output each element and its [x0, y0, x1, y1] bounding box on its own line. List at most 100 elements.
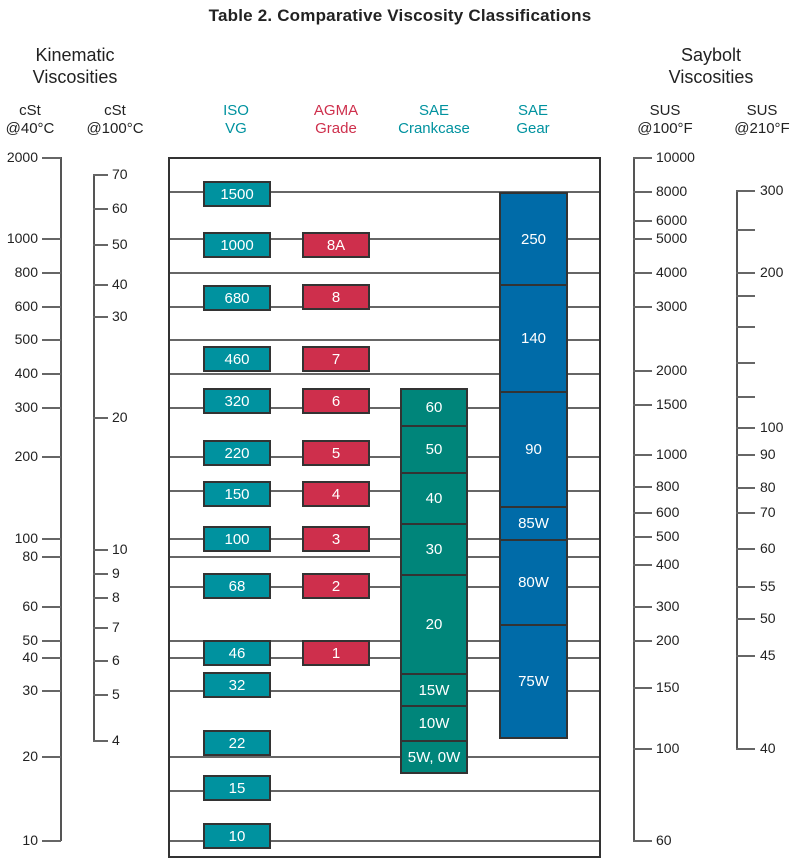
iso-vg-box: 68 [203, 573, 271, 599]
cst40-tick [42, 272, 61, 274]
sae-gear-box: 85W [499, 506, 568, 541]
grid-line [168, 456, 601, 458]
cst40-tick-label: 500 [14, 331, 38, 347]
grid-line [168, 790, 601, 792]
sus100-tick [633, 640, 652, 642]
sus100-tick [633, 220, 652, 222]
sus100-tick [633, 191, 652, 193]
sus210-tick [736, 272, 755, 274]
agma-grade-box: 8A [302, 232, 370, 258]
sus100-tick [633, 454, 652, 456]
cst40-tick-label: 300 [14, 399, 38, 415]
sus100-axis-line [633, 157, 635, 841]
cst40-tick [42, 339, 61, 341]
grid-line [168, 840, 601, 842]
sus210-tick-label: 90 [760, 446, 776, 462]
sus210-tick-label: 45 [760, 647, 776, 663]
sus210-tick-label: 300 [760, 182, 784, 198]
iso-header: ISO VG [223, 102, 249, 137]
sus100-tick [633, 370, 652, 372]
sus210-header: SUS @210°F [734, 102, 790, 137]
agma-grade-box: 6 [302, 388, 370, 414]
cst100-tick [93, 174, 108, 176]
grid-line [168, 238, 601, 240]
cst100-tick-label: 60 [112, 200, 128, 216]
cst100-tick [93, 597, 108, 599]
iso-vg-box: 32 [203, 672, 271, 698]
sus210-tick [736, 454, 755, 456]
cst40-tick-label: 60 [22, 598, 38, 614]
cst100-tick-label: 70 [112, 166, 128, 182]
cst40-tick-label: 80 [22, 548, 38, 564]
iso-vg-box: 1500 [203, 181, 271, 207]
sus210-tick [736, 618, 755, 620]
sus210-tick-label: 100 [760, 419, 784, 435]
grid-line [168, 490, 601, 492]
cst40-tick [42, 756, 61, 758]
cst100-tick-label: 50 [112, 236, 128, 252]
sus210-tick [736, 748, 755, 750]
cst40-tick-label: 600 [14, 298, 38, 314]
cst40-tick-label: 30 [22, 682, 38, 698]
sus100-tick [633, 512, 652, 514]
sus100-tick-label: 60 [656, 832, 672, 848]
sus100-header: SUS @100°F [637, 102, 693, 137]
sus100-tick [633, 272, 652, 274]
cst100-tick-label: 9 [112, 565, 120, 581]
sus100-tick-label: 5000 [656, 230, 688, 246]
sus100-tick-label: 200 [656, 632, 680, 648]
cst100-tick [93, 573, 108, 575]
sae-crankcase-box: 20 [400, 574, 468, 675]
sus210-tick [736, 229, 755, 231]
cst100-tick [93, 549, 108, 551]
cst100-tick [93, 740, 108, 742]
sus100-tick [633, 564, 652, 566]
iso-vg-box: 46 [203, 640, 271, 666]
sus100-tick [633, 748, 652, 750]
sus210-tick-label: 70 [760, 504, 776, 520]
cst40-tick [42, 556, 61, 558]
cst40-tick-label: 50 [22, 632, 38, 648]
cst100-tick-label: 4 [112, 732, 120, 748]
grid-line [168, 538, 601, 540]
saybolt-header: Saybolt Viscosities [668, 45, 754, 87]
sus210-tick-label: 60 [760, 540, 776, 556]
sus100-tick [633, 306, 652, 308]
sus100-tick [633, 404, 652, 406]
sae-crankcase-box: 15W [400, 673, 468, 707]
iso-vg-box: 220 [203, 440, 271, 466]
agma-header: AGMA Grade [313, 102, 359, 137]
sae-gear-box: 250 [499, 192, 568, 286]
grid-line [168, 191, 601, 193]
sae-crankcase-box: 30 [400, 523, 468, 576]
sus100-tick [633, 486, 652, 488]
diagram-title: Table 2. Comparative Viscosity Classific… [208, 6, 592, 25]
sus210-tick [736, 548, 755, 550]
sus100-tick-label: 150 [656, 679, 680, 695]
sus100-tick-label: 3000 [656, 298, 688, 314]
sus210-tick [736, 362, 755, 364]
sae-gear-box: 90 [499, 391, 568, 508]
sae-gear-header: SAE Gear [516, 102, 550, 137]
sus210-tick [736, 326, 755, 328]
iso-vg-box: 1000 [203, 232, 271, 258]
cst100-tick [93, 627, 108, 629]
sus100-tick [633, 536, 652, 538]
cst100-tick [93, 284, 108, 286]
grid-line [168, 373, 601, 375]
sus210-tick-label: 80 [760, 479, 776, 495]
grid-line [168, 407, 601, 409]
iso-vg-box: 15 [203, 775, 271, 801]
cst40-tick-label: 1000 [6, 230, 38, 246]
sus100-tick [633, 157, 652, 159]
sus210-tick-label: 50 [760, 610, 776, 626]
sus210-tick [736, 655, 755, 657]
cst100-tick [93, 244, 108, 246]
cst100-tick [93, 417, 108, 419]
sus100-tick-label: 8000 [656, 183, 688, 199]
cst40-tick [42, 657, 61, 659]
grid-line [168, 640, 601, 642]
cst40-tick-label: 10 [22, 832, 38, 848]
sus100-tick [633, 238, 652, 240]
sus100-tick-label: 300 [656, 598, 680, 614]
